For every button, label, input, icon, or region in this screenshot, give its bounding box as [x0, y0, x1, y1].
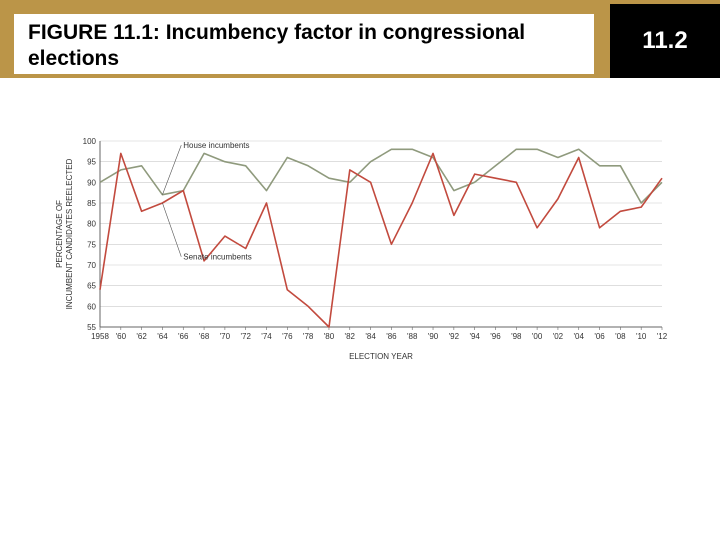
svg-text:85: 85 [87, 199, 96, 208]
svg-text:'76: '76 [282, 332, 293, 341]
svg-text:'70: '70 [220, 332, 231, 341]
svg-text:75: 75 [87, 240, 96, 249]
svg-text:'88: '88 [407, 332, 418, 341]
figure-title: FIGURE 11.1: Incumbency factor in congre… [28, 20, 580, 73]
line-chart: 55 60 65 70 75 80 85 90 95 100 1958 '60 '62 '64 '66 '68… [48, 135, 672, 365]
svg-text:'68: '68 [199, 332, 210, 341]
svg-text:'72: '72 [240, 332, 251, 341]
svg-text:'12: '12 [657, 332, 668, 341]
svg-text:'02: '02 [553, 332, 564, 341]
svg-text:'80: '80 [324, 332, 335, 341]
svg-text:'64: '64 [157, 332, 168, 341]
slide: FIGURE 11.1: Incumbency factor in congre… [0, 0, 720, 540]
svg-text:'96: '96 [490, 332, 501, 341]
x-axis-label: ELECTION YEAR [349, 352, 413, 361]
svg-text:95: 95 [87, 158, 96, 167]
svg-text:'78: '78 [303, 332, 314, 341]
svg-text:70: 70 [87, 261, 96, 270]
chart-container: 55 60 65 70 75 80 85 90 95 100 1958 '60 '62 '64 '66 '68… [48, 135, 672, 365]
chapter-badge: 11.2 [610, 4, 720, 78]
svg-text:'92: '92 [449, 332, 460, 341]
svg-text:'66: '66 [178, 332, 189, 341]
svg-text:'04: '04 [574, 332, 585, 341]
svg-text:'06: '06 [594, 332, 605, 341]
svg-text:'08: '08 [615, 332, 626, 341]
svg-text:55: 55 [87, 323, 96, 332]
svg-text:'94: '94 [469, 332, 480, 341]
svg-text:100: 100 [83, 137, 97, 146]
svg-text:'82: '82 [345, 332, 356, 341]
svg-text:65: 65 [87, 282, 96, 291]
svg-text:80: 80 [87, 220, 96, 229]
svg-text:'00: '00 [532, 332, 543, 341]
series-label-house: House incumbents [183, 141, 249, 150]
series-label-senate: Senate incumbents [183, 253, 252, 262]
svg-text:'84: '84 [365, 332, 376, 341]
svg-text:1958: 1958 [91, 332, 109, 341]
svg-text:'62: '62 [136, 332, 147, 341]
svg-text:'10: '10 [636, 332, 647, 341]
svg-text:'60: '60 [116, 332, 127, 341]
title-box: FIGURE 11.1: Incumbency factor in congre… [14, 14, 594, 74]
svg-text:'98: '98 [511, 332, 522, 341]
svg-text:60: 60 [87, 302, 96, 311]
svg-text:'74: '74 [261, 332, 272, 341]
svg-text:90: 90 [87, 178, 96, 187]
svg-text:'90: '90 [428, 332, 439, 341]
svg-text:'86: '86 [386, 332, 397, 341]
